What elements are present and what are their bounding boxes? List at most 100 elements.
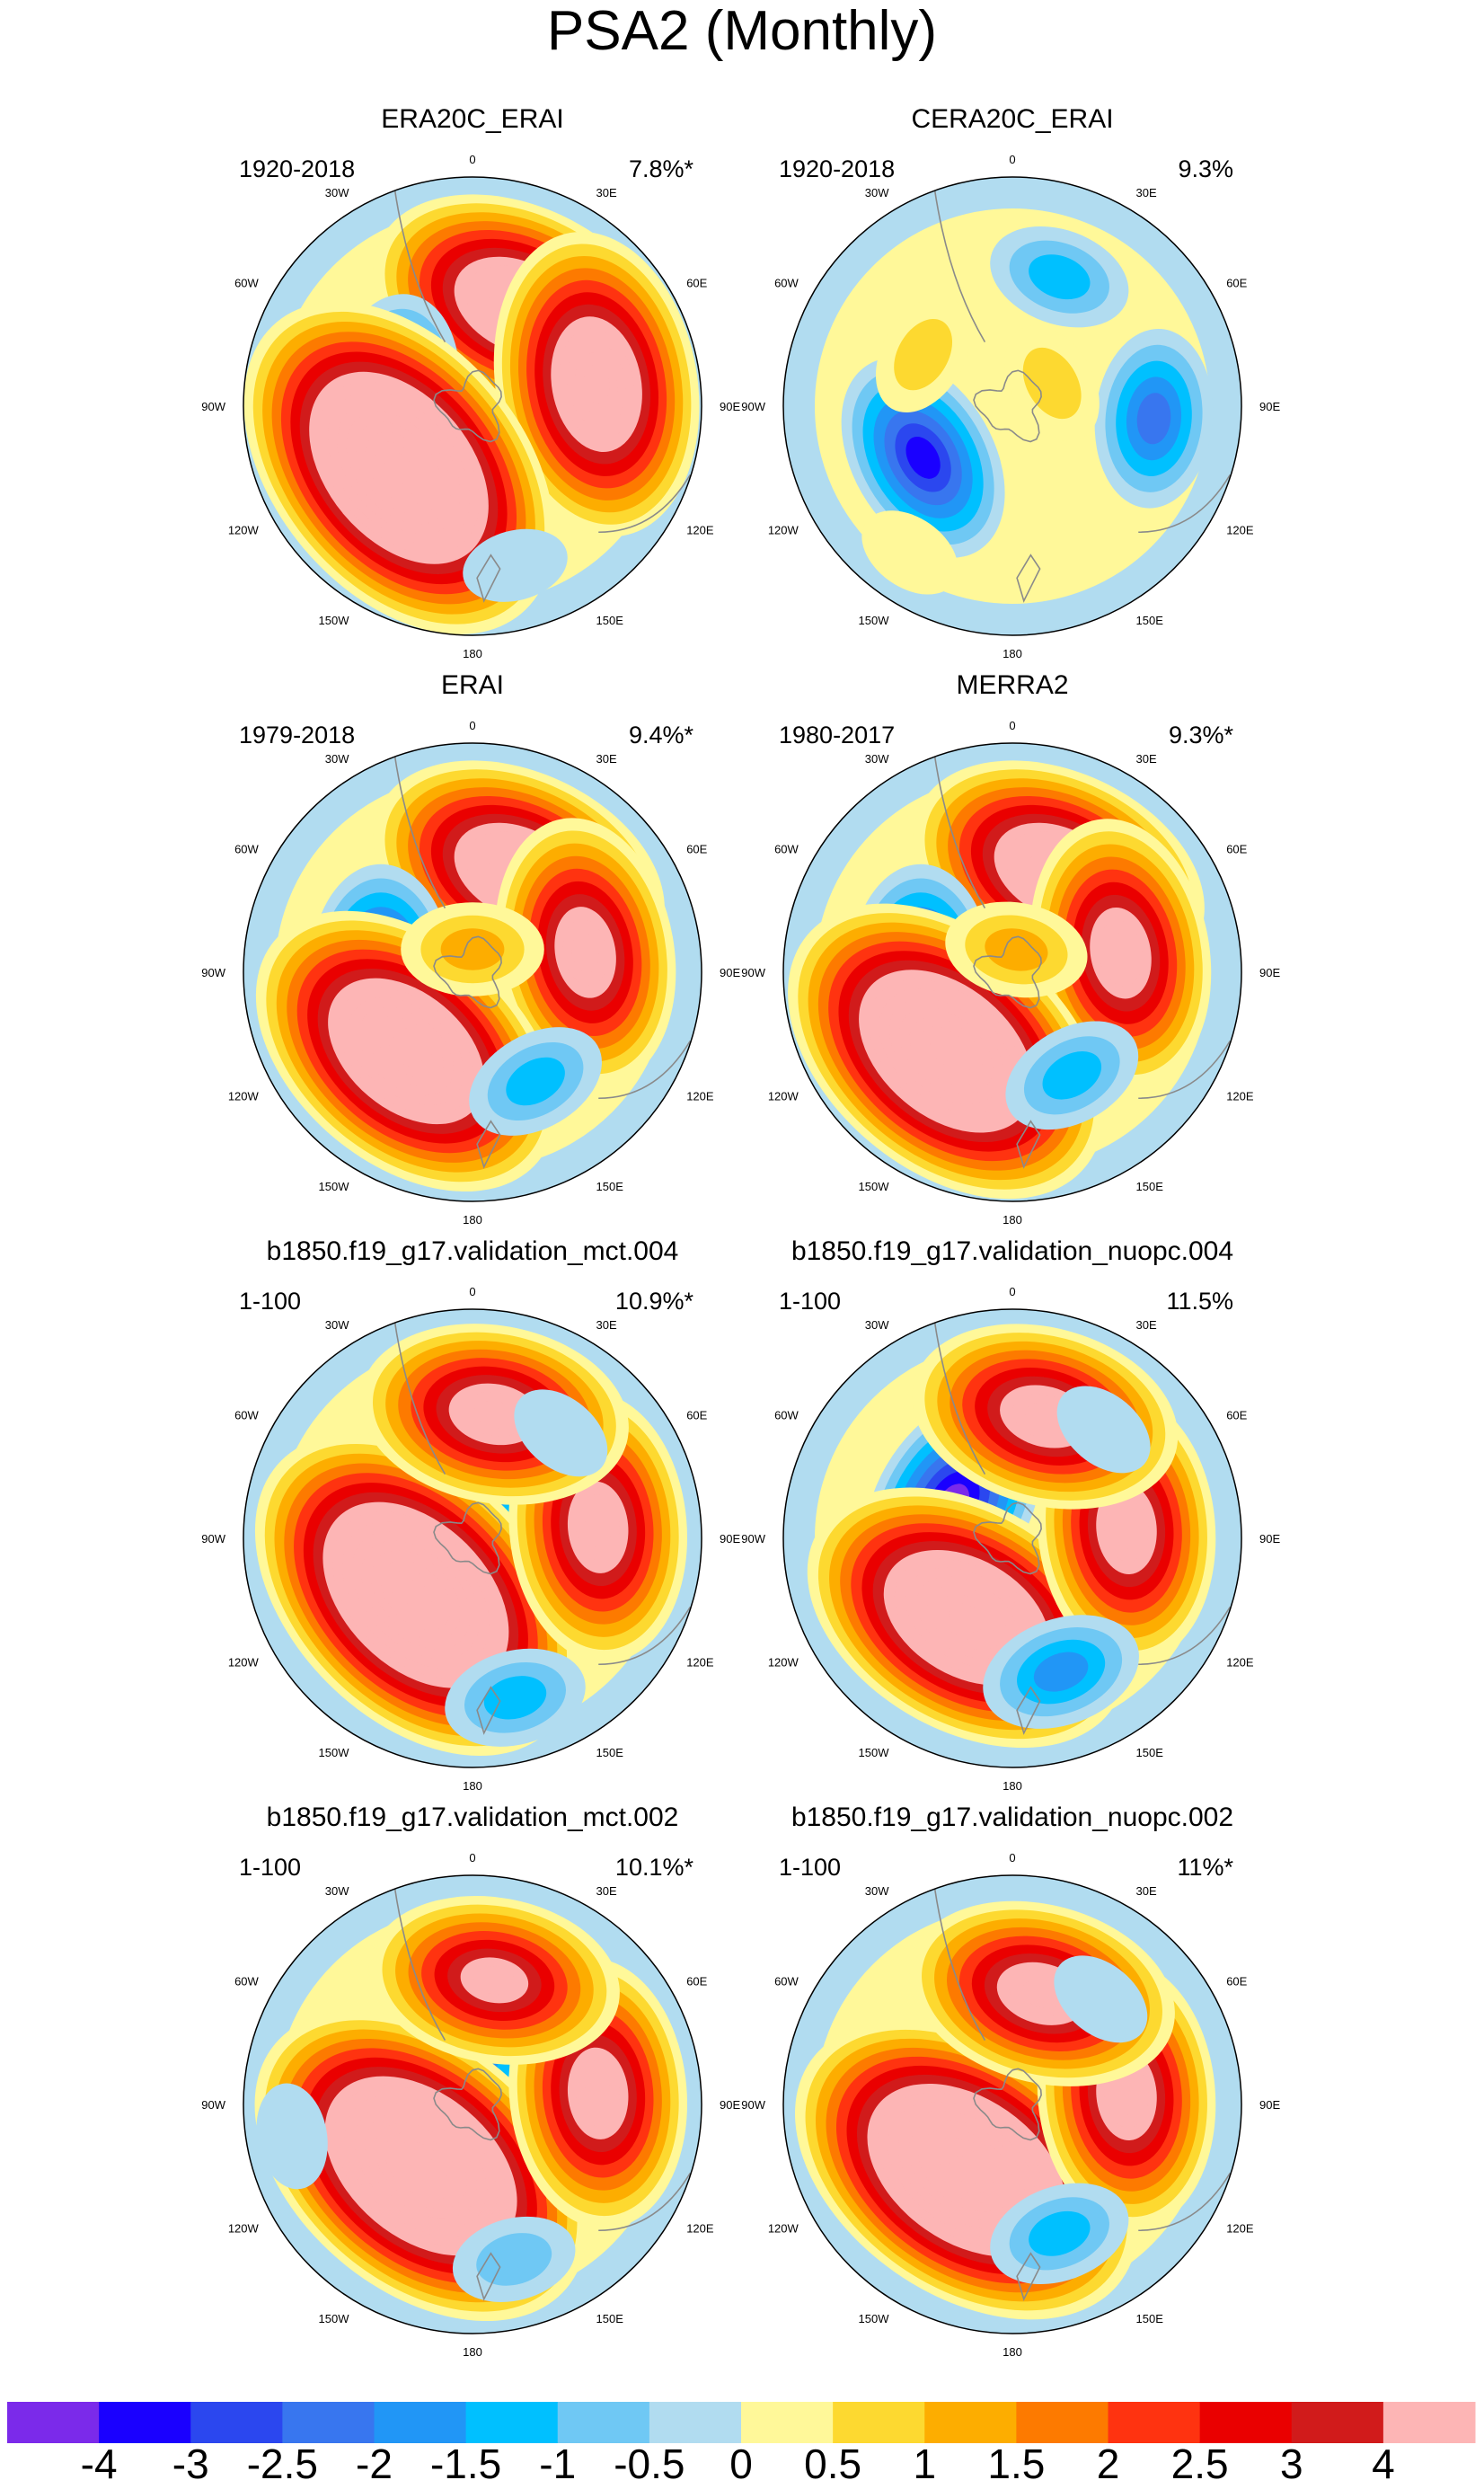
colorbar-label: -1 bbox=[539, 2440, 576, 2487]
longitude-label: 150E bbox=[596, 1746, 624, 1759]
panel-title: b1850.f19_g17.validation_nuopc.002 bbox=[791, 1803, 1233, 1832]
longitude-label: 90W bbox=[201, 2098, 225, 2112]
colorbar-swatch bbox=[833, 2402, 925, 2443]
longitude-label: 180 bbox=[1003, 1779, 1022, 1793]
contour-level bbox=[514, 1389, 608, 1477]
panel-title: CERA20C_ERAI bbox=[911, 104, 1113, 134]
new-zealand-coastline bbox=[1016, 554, 1041, 603]
panel-variance: 10.1%* bbox=[615, 1854, 694, 1881]
contour-level bbox=[1042, 1051, 1102, 1100]
panel-title: b1850.f19_g17.validation_mct.004 bbox=[267, 1236, 679, 1266]
colorbar-label: -1.5 bbox=[430, 2440, 501, 2487]
contour-level bbox=[1021, 1980, 1063, 2008]
map-panel: b1850.f19_g17.validation_nuopc.002 1-100 1… bbox=[741, 1803, 1280, 2359]
antarctica-coastline bbox=[433, 369, 502, 443]
colorbar-swatch bbox=[465, 2402, 559, 2443]
longitude-label: 180 bbox=[463, 647, 482, 660]
longitude-label: 120W bbox=[228, 1090, 260, 1103]
longitude-label: 120W bbox=[228, 1656, 260, 1670]
colorbar-swatch bbox=[1291, 2402, 1384, 2443]
longitude-label: 120E bbox=[1226, 1656, 1254, 1670]
colorbar-swatch bbox=[7, 2402, 100, 2443]
panel-title: b1850.f19_g17.validation_nuopc.004 bbox=[791, 1236, 1233, 1266]
longitude-label: 90E bbox=[1259, 1532, 1280, 1546]
south-america-coastline bbox=[933, 1320, 986, 1475]
colorbar-swatch bbox=[1108, 2402, 1201, 2443]
south-america-coastline bbox=[393, 1886, 446, 2042]
panel-period: 1979-2018 bbox=[239, 722, 355, 748]
positive-center bbox=[368, 1895, 620, 2065]
contour-level bbox=[463, 528, 568, 602]
longitude-label: 150E bbox=[596, 614, 624, 627]
longitude-label: 150W bbox=[319, 1180, 350, 1193]
longitude-label: 90W bbox=[741, 2098, 765, 2112]
longitude-label: 180 bbox=[1003, 1213, 1022, 1227]
longitude-label: 120W bbox=[228, 524, 260, 537]
longitude-label: 120E bbox=[686, 1090, 714, 1103]
new-zealand-coastline bbox=[1016, 1120, 1041, 1169]
antarctica-coastline bbox=[973, 369, 1042, 443]
colorbar-label: 2.5 bbox=[1171, 2440, 1229, 2487]
longitude-label: 60W bbox=[234, 277, 259, 290]
longitude-label: 150W bbox=[859, 1746, 890, 1759]
longitude-label: 30E bbox=[1136, 186, 1157, 199]
colorbar-label: -2 bbox=[356, 2440, 393, 2487]
longitude-label: 120E bbox=[686, 1656, 714, 1670]
australia-coastline bbox=[1138, 1041, 1231, 1100]
longitude-label: 150E bbox=[1136, 1746, 1164, 1759]
contour-level bbox=[400, 1579, 432, 1611]
contour-fills bbox=[243, 743, 702, 1201]
longitude-label: 30E bbox=[1136, 752, 1157, 766]
positive-center bbox=[861, 510, 958, 595]
contour-level bbox=[473, 1400, 516, 1429]
contour-level bbox=[1136, 393, 1171, 445]
longitude-label: 30E bbox=[1136, 1884, 1157, 1898]
new-zealand-coastline bbox=[476, 1120, 501, 1169]
longitude-label: 120E bbox=[1226, 1090, 1254, 1103]
negative-center bbox=[469, 1027, 602, 1136]
longitude-label: 90E bbox=[720, 1532, 740, 1546]
contour-level bbox=[1056, 1386, 1151, 1474]
map-panel: b1850.f19_g17.validation_mct.004 1-100 10.… bbox=[201, 1236, 740, 1793]
longitude-label: 180 bbox=[463, 2345, 482, 2359]
panel-period: 1980-2017 bbox=[779, 722, 895, 748]
longitude-label: 150E bbox=[1136, 1180, 1164, 1193]
antarctica-coastline bbox=[433, 935, 502, 1009]
map-border bbox=[782, 1308, 1242, 1768]
contour-level bbox=[384, 451, 414, 484]
contour-level bbox=[440, 928, 505, 970]
colorbar-swatch bbox=[1382, 2402, 1476, 2443]
antarctica-coastline bbox=[973, 2068, 1042, 2141]
longitude-label: 0 bbox=[469, 1851, 475, 1865]
longitude-label: 60E bbox=[686, 1975, 707, 1989]
colorbar-label: -4 bbox=[81, 2440, 118, 2487]
colorbar-label: 2 bbox=[1097, 2440, 1120, 2487]
longitude-label: 150W bbox=[319, 1746, 350, 1759]
colorbar-label: 1 bbox=[913, 2440, 936, 2487]
longitude-label: 60E bbox=[1226, 277, 1247, 290]
south-america-coastline bbox=[393, 1320, 446, 1475]
negative-center bbox=[1005, 1021, 1139, 1130]
colorbar-label: 0 bbox=[729, 2440, 753, 2487]
contour-fills bbox=[783, 743, 1241, 1201]
panel-period: 1-100 bbox=[239, 1854, 301, 1881]
longitude-label: 90E bbox=[720, 2098, 740, 2112]
longitude-label: 30E bbox=[596, 1884, 617, 1898]
australia-coastline bbox=[1138, 474, 1231, 534]
new-zealand-coastline bbox=[476, 1686, 501, 1735]
panel-variance: 11.5% bbox=[1166, 1288, 1233, 1315]
longitude-label: 60W bbox=[774, 1975, 799, 1989]
longitude-label: 60W bbox=[774, 843, 799, 856]
contour-level bbox=[571, 932, 599, 973]
panels-grid: ERA20C_ERAI 1920-2018 7.8%* 0 30E 60E 90E 120E 1… bbox=[201, 104, 1280, 2359]
contour-level bbox=[1024, 1402, 1065, 1431]
longitude-label: 180 bbox=[1003, 2345, 1022, 2359]
positive-center bbox=[401, 902, 544, 996]
longitude-label: 30E bbox=[596, 752, 617, 766]
map-panel: b1850.f19_g17.validation_mct.002 1-100 10.… bbox=[201, 1803, 740, 2359]
new-zealand-coastline bbox=[1016, 2252, 1041, 2301]
longitude-label: 30W bbox=[325, 1318, 349, 1332]
contour-level bbox=[1033, 1652, 1089, 1692]
longitude-label: 90W bbox=[741, 1532, 765, 1546]
longitude-label: 60E bbox=[686, 277, 707, 290]
